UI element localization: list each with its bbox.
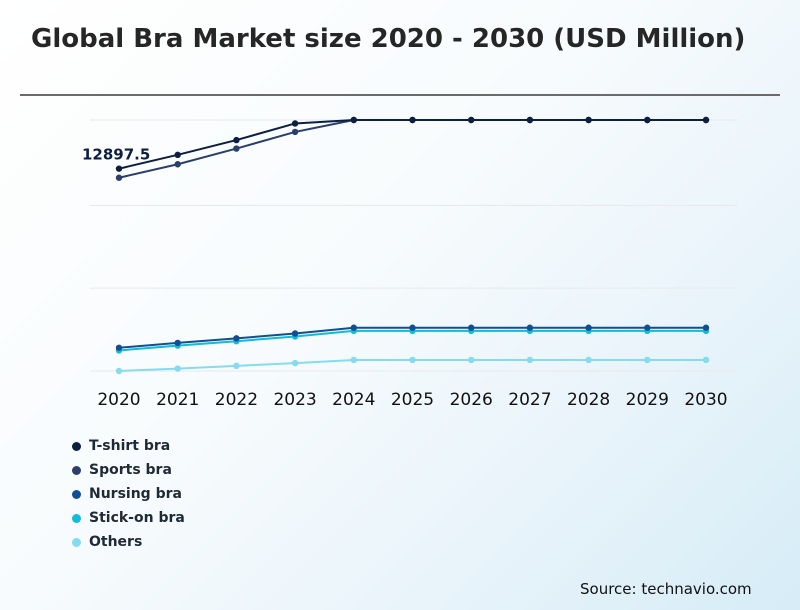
x-tick-label-2022: 2022 xyxy=(215,390,258,410)
series-line-sports-bra xyxy=(118,119,706,179)
chart-title: Global Bra Market size 2020 - 2030 (USD … xyxy=(31,24,746,54)
data-point-nursing-bra-2029 xyxy=(644,324,651,331)
data-point-nursing-bra-2022 xyxy=(233,335,240,342)
data-point-sports-bra-2022 xyxy=(233,145,240,152)
data-point-t-shirt-bra-2025 xyxy=(409,116,416,124)
data-point-sports-bra-2020 xyxy=(115,174,123,181)
legend-marker-others xyxy=(72,537,81,547)
data-point-sports-bra-2023 xyxy=(291,128,299,136)
data-label-annotation: 12897.5 xyxy=(82,146,150,164)
x-tick-label-2026: 2026 xyxy=(450,390,493,410)
data-point-nursing-bra-2026 xyxy=(468,324,475,331)
chart-legend: T-shirt bra Sports bra Nursing bra Stick-on… xyxy=(72,434,185,554)
data-point-others-2025 xyxy=(409,356,416,364)
data-point-others-2024 xyxy=(350,356,357,364)
data-point-t-shirt-bra-2024 xyxy=(350,116,357,124)
x-tick-label-2030: 2030 xyxy=(684,390,727,410)
legend-marker-sports-bra xyxy=(72,465,81,475)
source-label: Source: technavio.com xyxy=(580,580,752,598)
data-point-others-2021 xyxy=(174,365,181,372)
data-point-others-2026 xyxy=(468,356,475,364)
data-point-others-2028 xyxy=(585,356,592,364)
legend-item-sports-bra: Sports bra xyxy=(72,458,185,482)
legend-marker-t-shirt-bra xyxy=(72,441,81,451)
data-point-t-shirt-bra-2022 xyxy=(233,136,240,144)
x-tick-label-2028: 2028 xyxy=(567,390,610,410)
data-point-t-shirt-bra-2029 xyxy=(644,116,651,124)
data-point-others-2030 xyxy=(702,356,710,364)
data-point-nursing-bra-2027 xyxy=(526,324,534,331)
legend-item-stick-on-bra: Stick-on bra xyxy=(72,506,185,530)
data-point-nursing-bra-2025 xyxy=(409,324,416,331)
title-divider xyxy=(20,94,780,96)
data-point-t-shirt-bra-2027 xyxy=(526,116,534,124)
x-tick-label-2021: 2021 xyxy=(156,390,199,410)
data-point-others-2029 xyxy=(644,356,651,364)
data-point-others-2020 xyxy=(115,367,123,375)
legend-label-nursing-bra: Nursing bra xyxy=(89,486,182,502)
data-point-nursing-bra-2024 xyxy=(350,324,357,331)
data-point-t-shirt-bra-2030 xyxy=(702,116,710,124)
legend-label-sports-bra: Sports bra xyxy=(89,462,172,478)
data-point-nursing-bra-2023 xyxy=(291,330,299,337)
data-point-nursing-bra-2028 xyxy=(585,324,592,331)
data-point-nursing-bra-2030 xyxy=(702,324,710,331)
data-point-t-shirt-bra-2023 xyxy=(291,120,299,127)
data-point-others-2022 xyxy=(233,362,240,370)
data-point-t-shirt-bra-2026 xyxy=(468,116,475,124)
legend-item-t-shirt-bra: T-shirt bra xyxy=(72,434,185,458)
data-point-nursing-bra-2021 xyxy=(174,339,181,347)
data-point-others-2023 xyxy=(291,359,299,367)
data-point-nursing-bra-2020 xyxy=(115,344,123,351)
x-tick-label-2020: 2020 xyxy=(97,390,140,410)
legend-marker-stick-on-bra xyxy=(72,513,81,523)
legend-label-stick-on-bra: Stick-on bra xyxy=(89,510,185,526)
legend-marker-nursing-bra xyxy=(72,489,81,499)
legend-item-nursing-bra: Nursing bra xyxy=(72,482,185,506)
legend-item-others: Others xyxy=(72,530,185,554)
x-tick-label-2027: 2027 xyxy=(508,390,551,410)
data-point-t-shirt-bra-2021 xyxy=(174,151,181,159)
series-line-t-shirt-bra xyxy=(118,119,706,170)
data-point-t-shirt-bra-2028 xyxy=(585,116,592,124)
data-point-others-2027 xyxy=(526,356,534,364)
x-tick-label-2023: 2023 xyxy=(273,390,316,410)
legend-label-t-shirt-bra: T-shirt bra xyxy=(89,438,171,454)
x-tick-label-2024: 2024 xyxy=(332,390,375,410)
x-tick-label-2029: 2029 xyxy=(626,390,669,410)
data-point-sports-bra-2021 xyxy=(174,161,181,168)
data-point-t-shirt-bra-2020 xyxy=(115,165,123,172)
legend-label-others: Others xyxy=(89,534,143,550)
x-tick-label-2025: 2025 xyxy=(391,390,434,410)
